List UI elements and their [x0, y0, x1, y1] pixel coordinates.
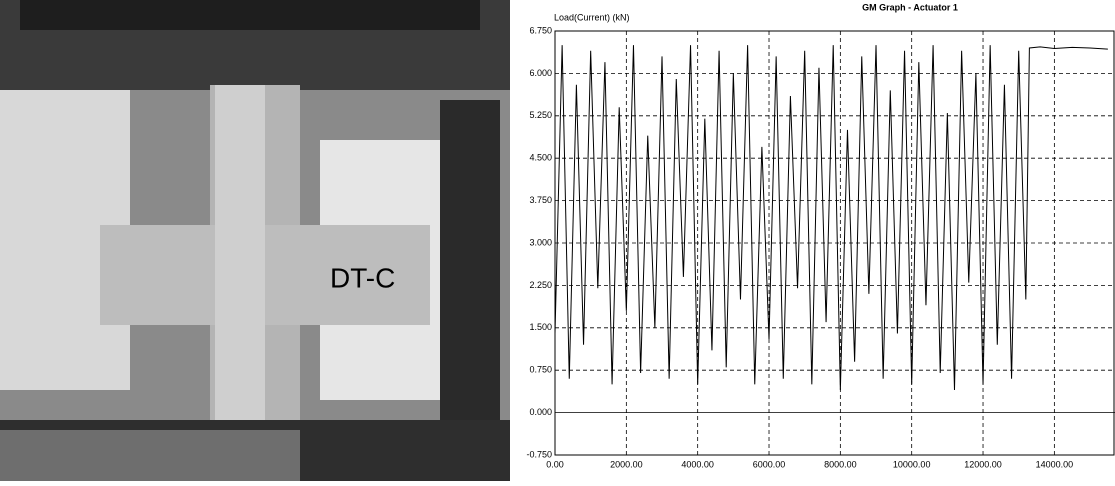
- y-tick-label: 6.750: [529, 25, 552, 35]
- x-tick-label: 8000.00: [824, 459, 857, 469]
- specimen-photo: DT-C: [0, 0, 510, 481]
- x-tick-label: 12000.00: [964, 459, 1002, 469]
- y-axis-label: Load(Current) (kN): [554, 12, 630, 22]
- y-tick-label: -0.750: [526, 449, 552, 459]
- x-tick-label: 2000.00: [610, 459, 643, 469]
- y-tick-label: 3.750: [529, 195, 552, 205]
- y-tick-label: 1.500: [529, 322, 552, 332]
- y-tick-label: 5.250: [529, 110, 552, 120]
- data-line: [554, 45, 1108, 391]
- y-tick-label: 0.750: [529, 365, 552, 375]
- y-tick-label: 2.250: [529, 280, 552, 290]
- y-tick-label: 6.000: [529, 68, 552, 78]
- x-tick-label: 10000.00: [893, 459, 931, 469]
- x-tick-label: 4000.00: [681, 459, 714, 469]
- svg-text:DT-C: DT-C: [330, 262, 395, 293]
- x-tick-label: 14000.00: [1036, 459, 1074, 469]
- y-tick-label: 0.000: [529, 407, 552, 417]
- chart-title: GM Graph - Actuator 1: [862, 2, 958, 12]
- x-tick-label: 0.00: [546, 459, 564, 469]
- y-tick-label: 3.000: [529, 237, 552, 247]
- y-tick-label: 4.500: [529, 153, 552, 163]
- x-tick-label: 6000.00: [753, 459, 786, 469]
